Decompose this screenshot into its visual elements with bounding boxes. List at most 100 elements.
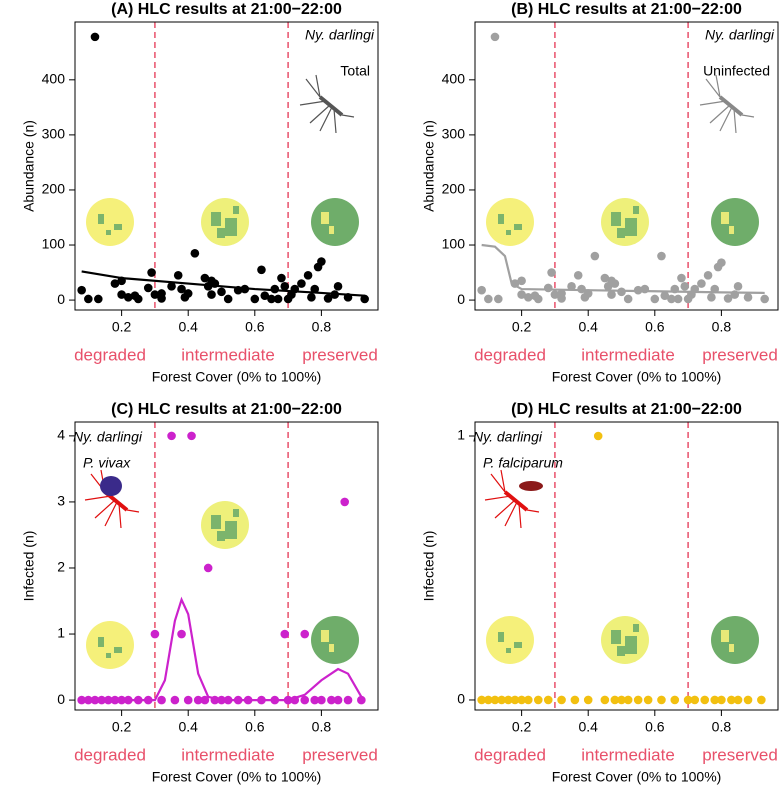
mosquito-body (318, 95, 344, 117)
data-point (477, 285, 486, 295)
data-point (700, 695, 710, 705)
data-point (600, 273, 610, 283)
data-point (77, 695, 86, 705)
x-tick-label: 0.8 (312, 319, 332, 335)
data-point (547, 268, 556, 277)
forest-patch (617, 228, 625, 238)
forest-patch (321, 212, 329, 224)
data-point (183, 695, 193, 705)
data-point (577, 284, 586, 294)
data-point (217, 287, 226, 297)
cover-category: degraded (474, 745, 546, 764)
forest-map (311, 198, 359, 246)
data-point (494, 294, 503, 304)
species-label: Ny. darlingi (305, 27, 375, 43)
data-point (517, 276, 526, 286)
data-point (300, 695, 310, 705)
data-point (360, 294, 369, 304)
data-point (170, 695, 180, 705)
forest-patch (625, 636, 637, 654)
forest-patch (225, 218, 237, 236)
data-point (710, 284, 720, 294)
data-point (203, 563, 213, 573)
data-point (97, 695, 106, 705)
data-point (290, 695, 300, 705)
data-point (600, 695, 610, 705)
forest-patch (633, 624, 639, 632)
data-point (200, 695, 210, 705)
data-point (717, 695, 726, 705)
x-axis-label: Forest Cover (0% to 100%) (152, 369, 322, 385)
forest-patch (617, 646, 625, 656)
data-point (207, 290, 216, 299)
data-point (270, 695, 280, 705)
cover-category: intermediate (181, 345, 275, 364)
data-point (683, 695, 693, 705)
mosquito-legs (484, 469, 540, 529)
cover-category: preserved (702, 745, 778, 764)
data-point (610, 695, 620, 705)
x-tick-label: 0.6 (645, 319, 665, 335)
forest-patch (721, 212, 729, 224)
data-point (730, 290, 740, 299)
forest-map (711, 616, 759, 664)
data-point (330, 290, 340, 299)
forest-patch (498, 632, 504, 642)
x-tick-label: 0.2 (512, 319, 532, 335)
data-point (233, 285, 243, 295)
data-point (333, 282, 343, 291)
data-point (90, 32, 100, 42)
data-point (677, 273, 686, 283)
data-point (503, 695, 513, 705)
data-point (477, 695, 486, 705)
data-point (177, 629, 186, 639)
data-point (147, 268, 156, 277)
y-axis-label: Infected (n) (21, 531, 37, 602)
data-point (77, 285, 86, 295)
data-point (317, 695, 326, 705)
data-point (267, 294, 276, 304)
data-point (200, 273, 210, 283)
y-axis-label: Abundance (n) (421, 120, 437, 212)
forest-patch (498, 214, 504, 224)
forest-map (311, 616, 359, 664)
y-tick-label: 0 (457, 691, 465, 707)
y-tick-label: 200 (442, 181, 466, 197)
panel: (C) HLC results at 21:00−22:00 0 1 2 3 4 0.2 0.… (21, 401, 379, 785)
data-point (193, 695, 203, 705)
data-point (690, 695, 700, 705)
data-point (607, 290, 616, 299)
data-point (260, 291, 270, 300)
x-tick-label: 0.4 (178, 719, 198, 735)
chart-title: (A) HLC results at 21:00−22:00 (111, 1, 342, 18)
data-point (583, 695, 593, 705)
data-point (117, 276, 126, 286)
data-point (717, 258, 726, 267)
species-label: Ny. darlingi (73, 429, 143, 445)
x-axis-label: Forest Cover (0% to 100%) (552, 769, 722, 785)
x-tick-label: 0.2 (112, 719, 132, 735)
data-point (257, 265, 266, 275)
x-tick-label: 0.8 (312, 719, 332, 735)
data-point (84, 294, 93, 304)
data-point (317, 257, 326, 266)
plot-frame (474, 421, 779, 711)
data-point (223, 695, 233, 705)
data-point (543, 283, 553, 293)
fit-curve (481, 243, 765, 295)
subset-label: Total (340, 63, 370, 79)
forest-patch (729, 644, 734, 652)
x-tick-label: 0.6 (245, 319, 265, 335)
y-tick-label: 3 (57, 493, 65, 509)
data-point (657, 695, 666, 705)
data-point (117, 695, 126, 705)
species-label: Ny. darlingi (705, 27, 775, 43)
data-point (123, 293, 133, 302)
data-point (217, 695, 226, 705)
forest-patch (225, 521, 237, 539)
x-tick-label: 0.6 (645, 719, 665, 735)
parasite-icon (519, 481, 543, 491)
forest-patch (211, 515, 221, 529)
data-point (290, 284, 300, 294)
data-point (643, 695, 653, 705)
